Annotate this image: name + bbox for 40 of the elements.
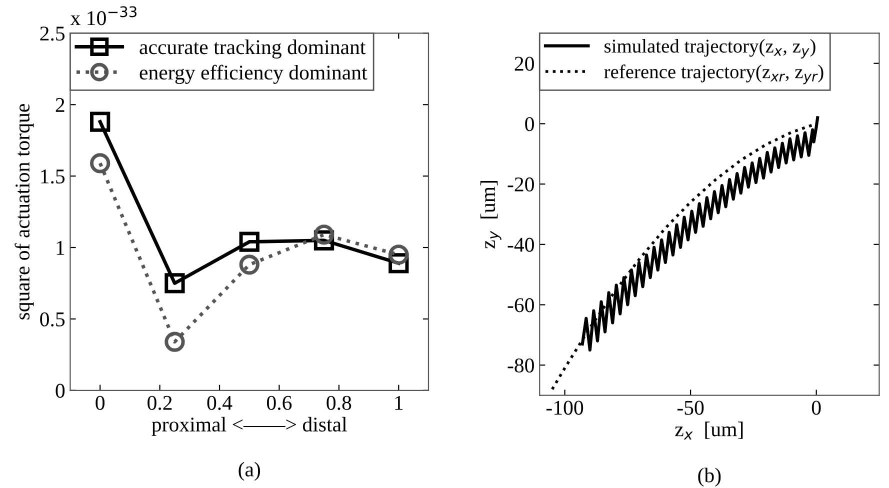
y-tick-label: -60 <box>508 298 534 312</box>
point <box>314 224 334 245</box>
y-tick-label: 2 <box>56 98 64 112</box>
point <box>164 273 185 294</box>
x-tick-label: 1 <box>395 396 403 410</box>
x-axis-title: z$_{x}$ [um] <box>675 422 743 440</box>
x-axis-title: proximal <——> distal <box>152 416 347 436</box>
y-axis-title: square of actuation torque <box>14 104 34 320</box>
x-tick-label: 0.8 <box>326 396 352 410</box>
text: (b) <box>698 468 721 487</box>
x-tick-label: -50 <box>677 400 704 415</box>
y-tick-label: -80 <box>508 358 534 373</box>
y-tick-label: 0 <box>525 117 534 132</box>
point <box>239 232 260 252</box>
x-tick-label: -100 <box>546 400 584 415</box>
x-tick-label: 0 <box>96 396 104 410</box>
y-tick-label: 1 <box>56 240 64 255</box>
text: (a) <box>238 462 260 481</box>
y-tick-label: -40 <box>508 238 534 252</box>
y-axis-title: z$_{y}$ [um] <box>480 181 502 248</box>
legend-label: energy efficiency dominant <box>140 64 368 84</box>
text: x 10$^{−33}$ <box>70 6 136 26</box>
y-tick-label: 20 <box>514 56 534 71</box>
point <box>90 153 110 174</box>
x-tick-label: 0 <box>812 400 821 415</box>
point <box>388 244 409 265</box>
x-tick-label: 0.4 <box>207 396 232 410</box>
point <box>239 254 260 275</box>
point <box>164 332 185 352</box>
y-tick-label: 1.5 <box>41 170 65 184</box>
x-tick-label: 0.2 <box>148 396 172 410</box>
legend-label: simulated trajectory(z$_{x}$, z$_{y}$) <box>604 39 816 59</box>
y-tick-label: -20 <box>508 177 534 192</box>
y-tick-label: 0.5 <box>40 312 65 326</box>
y-tick-label: 2.5 <box>40 26 65 41</box>
legend-label: accurate tracking dominant <box>140 40 366 59</box>
x-tick-label: 0.6 <box>266 396 292 410</box>
point <box>90 112 110 132</box>
legend-label: reference trajectory(z$_{xr}$, z$_{yr}$) <box>604 64 824 84</box>
y-tick-label: 0 <box>56 384 65 398</box>
